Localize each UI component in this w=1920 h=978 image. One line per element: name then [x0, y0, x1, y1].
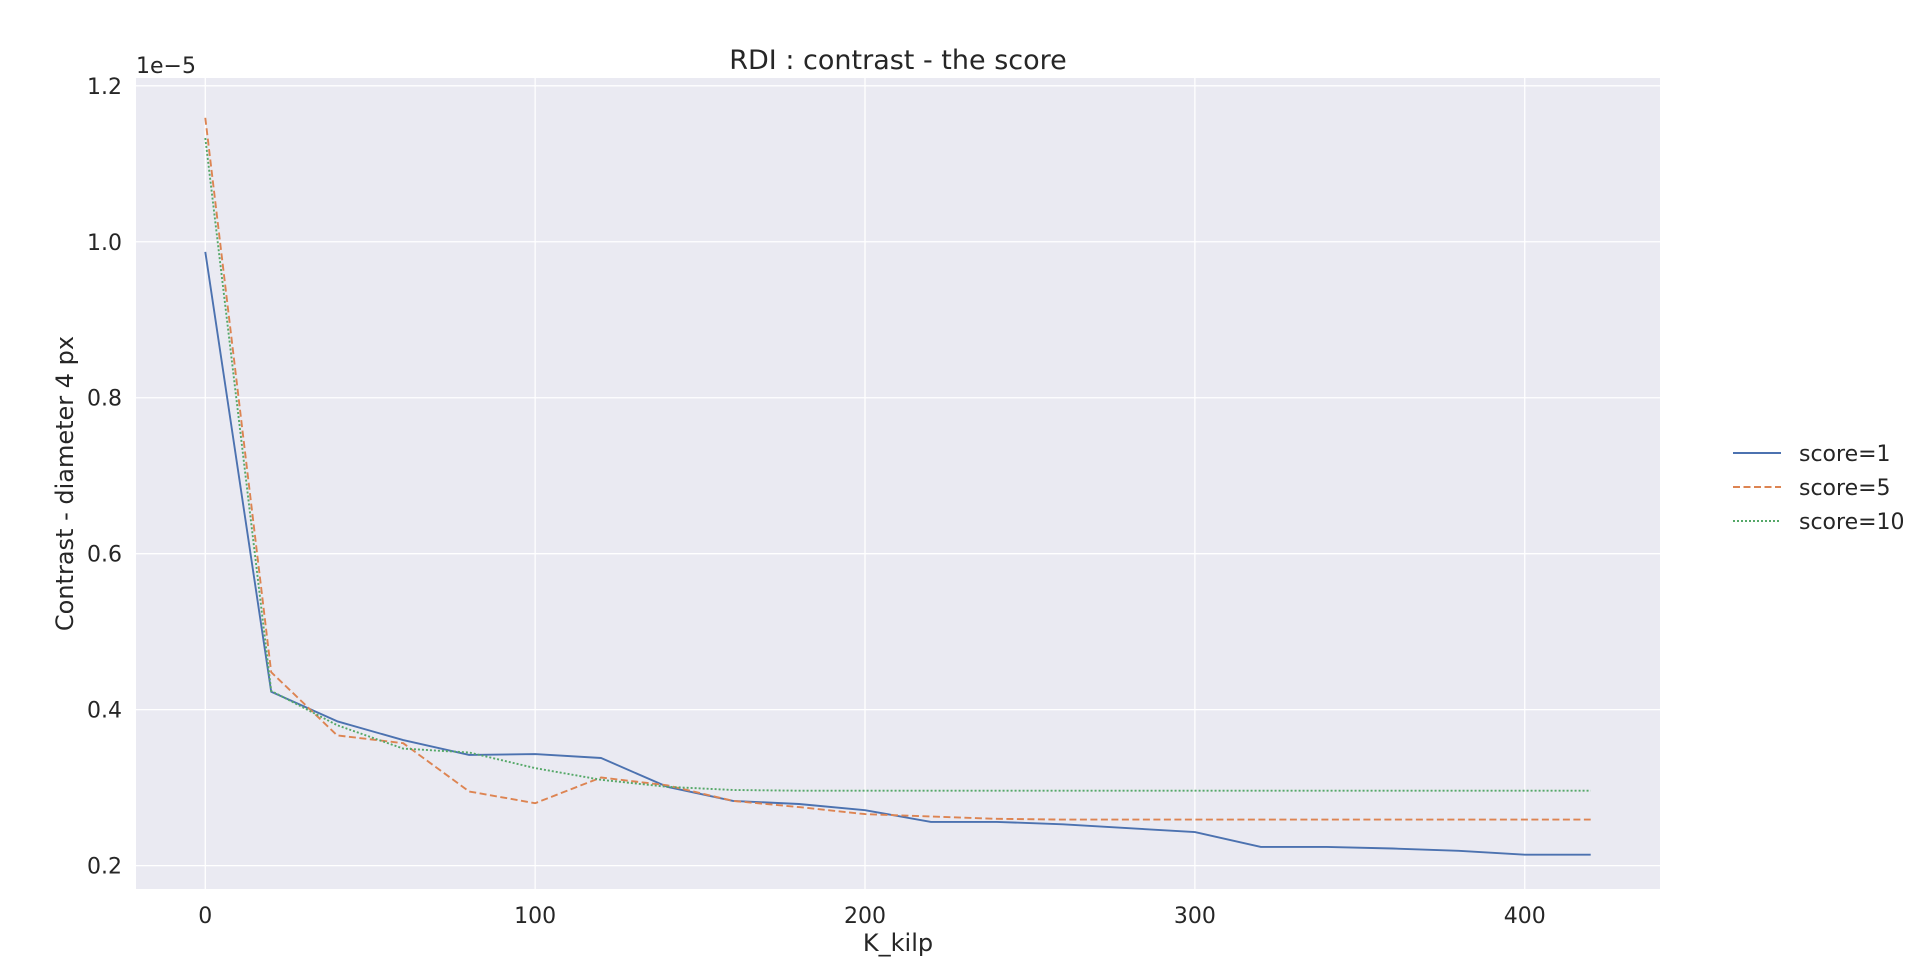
y-tick-label: 0.2	[87, 855, 122, 880]
legend-label-score=5: score=5	[1799, 476, 1891, 501]
y-axis-offset-label: 1e−5	[136, 54, 196, 79]
x-tick-label: 200	[844, 904, 886, 929]
x-tick-label: 100	[514, 904, 556, 929]
y-tick-label: 0.8	[87, 387, 122, 412]
legend-label-score=10: score=10	[1799, 510, 1905, 535]
series-line-score=5	[204, 117, 1591, 821]
series-line-score=10	[204, 137, 1591, 792]
x-tick-label: 400	[1504, 904, 1546, 929]
y-tick-label: 1.2	[87, 75, 122, 100]
chart-title: RDI : contrast - the score	[729, 45, 1067, 76]
gridlines	[136, 78, 1660, 889]
x-tick-label: 0	[198, 904, 212, 929]
legend-label-score=1: score=1	[1799, 442, 1891, 467]
series-lines	[204, 117, 1591, 856]
tick-labels: 0 100 200 300 400 0.2 0.4 0.6 0.8 1.0 1.2	[87, 75, 1546, 929]
x-axis-label: K_kilp	[863, 929, 933, 957]
y-axis-label: Contrast - diameter 4 px	[51, 336, 79, 631]
x-tick-label: 300	[1174, 904, 1216, 929]
series-line-score=1	[204, 251, 1591, 856]
y-tick-label: 1.0	[87, 231, 122, 256]
y-tick-label: 0.6	[87, 543, 122, 568]
legend: score=1 score=5 score=10	[1733, 442, 1905, 535]
plot-area	[136, 78, 1660, 889]
y-tick-label: 0.4	[87, 699, 122, 724]
